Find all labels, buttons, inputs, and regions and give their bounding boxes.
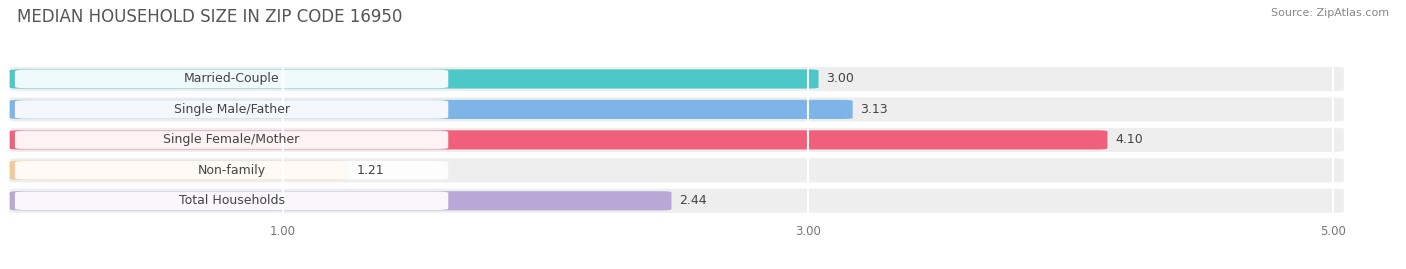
FancyBboxPatch shape xyxy=(10,161,349,180)
FancyBboxPatch shape xyxy=(15,130,449,149)
FancyBboxPatch shape xyxy=(10,128,1344,152)
FancyBboxPatch shape xyxy=(10,130,1108,150)
FancyBboxPatch shape xyxy=(10,158,1344,182)
Text: Single Male/Father: Single Male/Father xyxy=(173,103,290,116)
Text: MEDIAN HOUSEHOLD SIZE IN ZIP CODE 16950: MEDIAN HOUSEHOLD SIZE IN ZIP CODE 16950 xyxy=(17,8,402,26)
Text: 3.00: 3.00 xyxy=(827,72,855,86)
FancyBboxPatch shape xyxy=(10,97,1344,122)
Text: Single Female/Mother: Single Female/Mother xyxy=(163,133,299,146)
Text: Married-Couple: Married-Couple xyxy=(184,72,280,86)
FancyBboxPatch shape xyxy=(15,100,449,119)
Text: Non-family: Non-family xyxy=(197,164,266,177)
Text: Source: ZipAtlas.com: Source: ZipAtlas.com xyxy=(1271,8,1389,18)
FancyBboxPatch shape xyxy=(10,67,1344,91)
Text: Total Households: Total Households xyxy=(179,194,284,207)
FancyBboxPatch shape xyxy=(15,70,449,88)
FancyBboxPatch shape xyxy=(10,100,852,119)
FancyBboxPatch shape xyxy=(15,161,449,180)
Text: 2.44: 2.44 xyxy=(679,194,707,207)
FancyBboxPatch shape xyxy=(10,69,818,89)
Text: 4.10: 4.10 xyxy=(1115,133,1143,146)
Text: 3.13: 3.13 xyxy=(860,103,889,116)
FancyBboxPatch shape xyxy=(10,191,672,210)
Text: 1.21: 1.21 xyxy=(356,164,384,177)
FancyBboxPatch shape xyxy=(10,189,1344,213)
FancyBboxPatch shape xyxy=(15,192,449,210)
